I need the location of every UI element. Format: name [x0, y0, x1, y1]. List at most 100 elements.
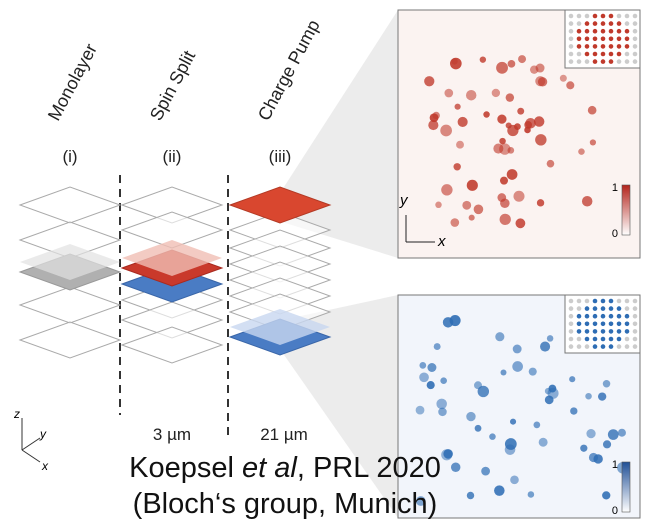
inset-dot	[617, 59, 622, 64]
inset-dot	[577, 329, 582, 334]
layer	[20, 287, 120, 323]
inset-dot	[569, 59, 574, 64]
column-label: Monolayer	[44, 40, 101, 124]
inset-dot	[577, 14, 582, 19]
inset-dot	[617, 344, 622, 349]
inset-dot	[625, 44, 630, 49]
atom-dot	[570, 407, 577, 414]
caption-part: et al	[242, 452, 297, 484]
inset-dot	[593, 306, 598, 311]
inset-dot	[609, 21, 614, 26]
inset-dot	[593, 44, 598, 49]
inset-dot	[633, 314, 638, 319]
caption-part: , PRL 2020	[297, 452, 441, 484]
inset-dot	[633, 52, 638, 57]
colorbar-label: 1	[612, 182, 618, 194]
column-label: Spin Split	[146, 47, 199, 124]
inset-dot	[601, 21, 606, 26]
atom-dot	[492, 89, 500, 97]
atom-dot	[430, 113, 439, 122]
atom-dot	[540, 341, 550, 351]
inset-dot	[593, 14, 598, 19]
inset-dot	[593, 329, 598, 334]
inset-dot	[593, 21, 598, 26]
column-index: (iii)	[269, 147, 292, 166]
inset-dot	[609, 52, 614, 57]
inset-dot	[593, 314, 598, 319]
atom-dot	[618, 429, 626, 437]
inset-dot	[625, 29, 630, 34]
inset-dot	[617, 29, 622, 34]
atom-dot	[539, 438, 548, 447]
inset-dot	[601, 329, 606, 334]
inset-dot	[633, 306, 638, 311]
colorbar-label: 1	[612, 459, 618, 471]
atom-dot	[548, 388, 559, 399]
atom-dot	[603, 380, 610, 387]
inset-dot	[625, 299, 630, 304]
inset-dot	[617, 329, 622, 334]
layer	[122, 327, 222, 363]
atom-dot	[455, 104, 461, 110]
inset-dot	[617, 44, 622, 49]
atom-dot	[462, 201, 471, 210]
inset-dot	[633, 21, 638, 26]
atom-dot	[480, 56, 486, 62]
atom-dot	[469, 215, 475, 221]
inset-dot	[633, 344, 638, 349]
inset-dot	[569, 14, 574, 19]
atom-dot	[582, 196, 592, 206]
inset-dot	[625, 306, 630, 311]
inset-dot	[569, 37, 574, 42]
atom-dot	[489, 433, 496, 440]
inset-dot	[617, 337, 622, 342]
spacing-label: 3 µm	[153, 425, 191, 444]
colorbar	[622, 185, 630, 235]
inset-dot	[601, 44, 606, 49]
inset-dot	[577, 344, 582, 349]
atom-dot	[537, 199, 544, 206]
inset-dot	[601, 52, 606, 57]
atom-dot	[547, 335, 554, 342]
inset-dot	[585, 299, 590, 304]
inset-dot	[577, 299, 582, 304]
inset-dot	[633, 37, 638, 42]
atom-dot	[515, 218, 525, 228]
inset-dot	[633, 337, 638, 342]
atom-dot	[499, 143, 510, 154]
inset-dot	[601, 14, 606, 19]
atom-dot	[508, 60, 516, 68]
inset-dot	[577, 52, 582, 57]
atom-dot	[517, 108, 524, 115]
atom-dot	[453, 163, 460, 170]
inset-dot	[617, 299, 622, 304]
atom-dot	[518, 55, 526, 63]
inset-dot	[617, 14, 622, 19]
atom-dot	[441, 184, 452, 195]
atom-dot	[434, 343, 441, 350]
inset-dot	[593, 29, 598, 34]
inset-dot	[633, 44, 638, 49]
column-label: Charge Pump	[254, 16, 324, 123]
atom-dot	[602, 491, 610, 499]
colorbar-label: 0	[612, 228, 618, 240]
atom-dot	[419, 372, 429, 382]
atom-dot	[593, 454, 602, 463]
atom-dot	[500, 370, 506, 376]
atom-dot	[450, 218, 459, 227]
inset-dot	[585, 37, 590, 42]
inset-dot	[625, 37, 630, 42]
inset-dot	[601, 306, 606, 311]
inset-dot	[593, 59, 598, 64]
inset-dot	[601, 37, 606, 42]
atom-dot	[533, 422, 540, 429]
inset-dot	[633, 322, 638, 327]
inset-dot	[585, 21, 590, 26]
inset-dot	[577, 337, 582, 342]
colorbar-label: 0	[612, 505, 618, 517]
inset-dot	[609, 306, 614, 311]
inset-dot	[617, 21, 622, 26]
atom-dot	[534, 116, 545, 127]
atom-dot	[510, 419, 516, 425]
inset-dot	[585, 29, 590, 34]
